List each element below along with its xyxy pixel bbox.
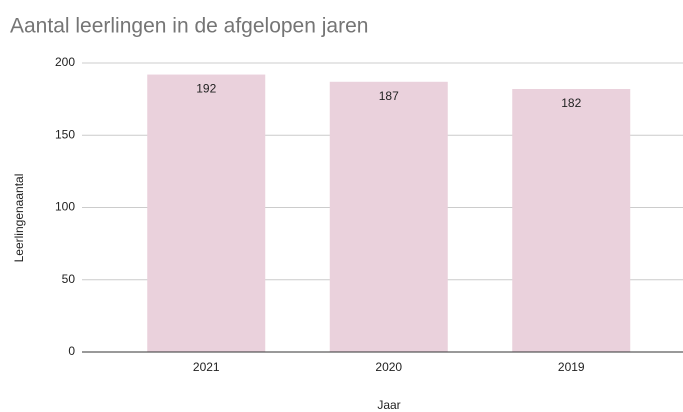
data-label: 187 [379, 89, 399, 103]
y-tick-label: 100 [55, 200, 75, 214]
x-axis-label: Jaar [377, 398, 400, 412]
x-tick-label: 2021 [193, 360, 220, 374]
bar [512, 89, 631, 352]
bar [147, 74, 266, 352]
y-tick-label: 50 [62, 272, 76, 286]
y-axis-label: Leerlingenaantal [12, 174, 26, 263]
y-tick-label: 0 [68, 344, 75, 358]
x-tick-label: 2019 [558, 360, 585, 374]
chart-title: Aantal leerlingen in de afgelopen jaren [10, 15, 368, 38]
y-tick-label: 150 [55, 127, 75, 141]
data-label: 182 [561, 96, 581, 110]
data-label: 192 [196, 82, 216, 96]
y-tick-label: 200 [55, 55, 75, 69]
bar [329, 81, 448, 352]
x-tick-label: 2020 [375, 360, 402, 374]
